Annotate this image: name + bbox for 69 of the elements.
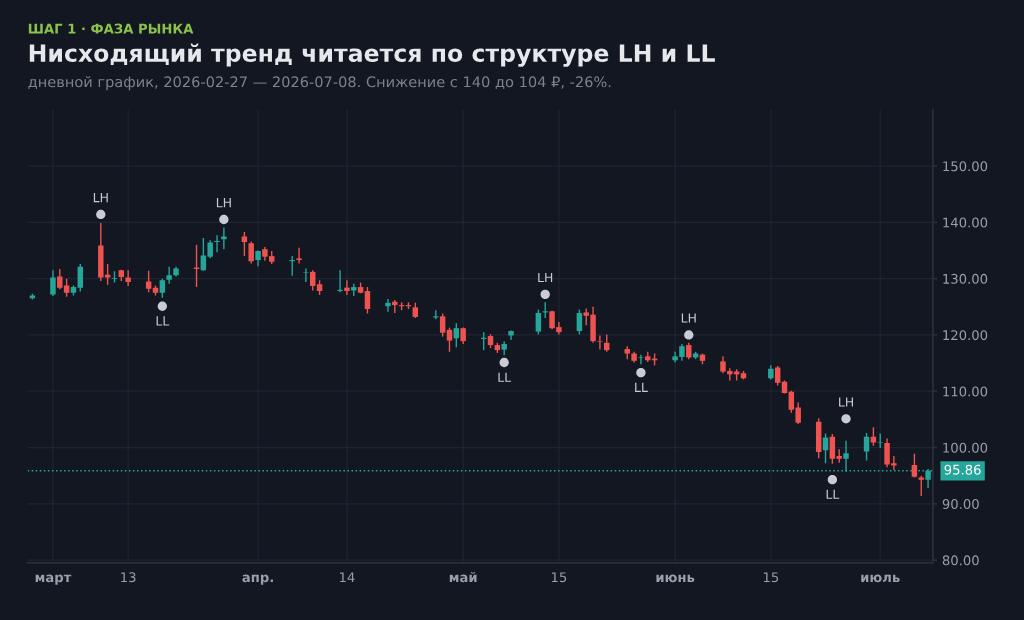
- candlestick: [344, 279, 350, 296]
- y-tick-label: 90.00: [942, 499, 979, 510]
- annotation: LL: [156, 316, 170, 326]
- candlestick: [77, 263, 84, 293]
- candlestick: [248, 240, 254, 265]
- candlestick: [638, 353, 644, 365]
- candlestick: [310, 269, 316, 292]
- point: [841, 414, 851, 424]
- candlestick: [303, 267, 309, 283]
- candlestick: [535, 308, 542, 336]
- candlestick: [159, 277, 166, 299]
- candlestick: [576, 308, 583, 336]
- candlestick: [385, 298, 391, 313]
- point: [827, 474, 838, 485]
- ref-line-label: 95.86: [944, 464, 981, 475]
- candlestick: [433, 309, 439, 320]
- candlestick: [597, 334, 603, 351]
- y-tick-label: 140.00: [943, 217, 988, 228]
- candlestick: [843, 440, 849, 473]
- annotation: LH: [681, 313, 696, 323]
- text: ШАГ 1 · ФАЗА РЫНКА: [28, 23, 194, 34]
- annotation: LH: [538, 272, 553, 283]
- candlestick: [364, 286, 371, 315]
- annotation: LH: [216, 198, 231, 208]
- annotation: LL: [826, 489, 840, 499]
- x-tick-label: 14: [339, 572, 355, 583]
- candlestick: [50, 269, 56, 297]
- point: [157, 301, 167, 311]
- x-tick-label: май: [449, 571, 477, 583]
- candlestick: [439, 312, 446, 338]
- point: [636, 368, 646, 378]
- candlestick: [145, 270, 152, 293]
- candlestick: [221, 226, 227, 251]
- candlestick: [453, 322, 460, 349]
- x-tick-label: 13: [121, 572, 136, 583]
- candlestick: [822, 432, 829, 465]
- y-tick-label: 150.00: [943, 161, 988, 172]
- chart-title: Нисходящий тренд читается по структуре LH и LL: [29, 43, 715, 67]
- x-tick-label: июль: [861, 574, 900, 583]
- point: [499, 357, 509, 368]
- candlestick: [125, 269, 131, 287]
- point: [96, 209, 106, 220]
- y-tick-label: 130.00: [943, 273, 988, 284]
- candlestick: [166, 266, 172, 285]
- point: [684, 330, 694, 340]
- annotation: LL: [635, 382, 648, 392]
- candlestick: [241, 231, 248, 257]
- annotation: LH: [839, 397, 853, 407]
- y-tick-label: 120.00: [943, 330, 988, 341]
- candlestick: [446, 326, 453, 353]
- candlestick: [193, 244, 200, 288]
- y-tick-label: 100.00: [943, 442, 988, 453]
- candlestick: [774, 365, 781, 387]
- candlestick: [296, 246, 302, 265]
- x-tick-label: 15: [763, 572, 779, 583]
- candlestick: [214, 234, 220, 253]
- x-tick-label: апр.: [242, 574, 273, 585]
- x-tick-label: март: [35, 574, 72, 585]
- y-tick-label: 110.00: [943, 386, 988, 397]
- annotation: LH: [93, 193, 108, 203]
- candlestick: [918, 474, 924, 497]
- chart-subtitle: дневной график, 2026-02-27 — 2026-07-08. Снижение с 140 до 104 ₽, -26%.: [28, 76, 611, 91]
- point: [219, 214, 229, 225]
- x-tick-label: июнь: [656, 574, 695, 583]
- x-tick-label: 15: [551, 572, 567, 583]
- y-tick-label: 80.00: [942, 555, 979, 566]
- point: [540, 289, 550, 300]
- annotation: LL: [498, 372, 512, 382]
- candlestick: [337, 269, 343, 293]
